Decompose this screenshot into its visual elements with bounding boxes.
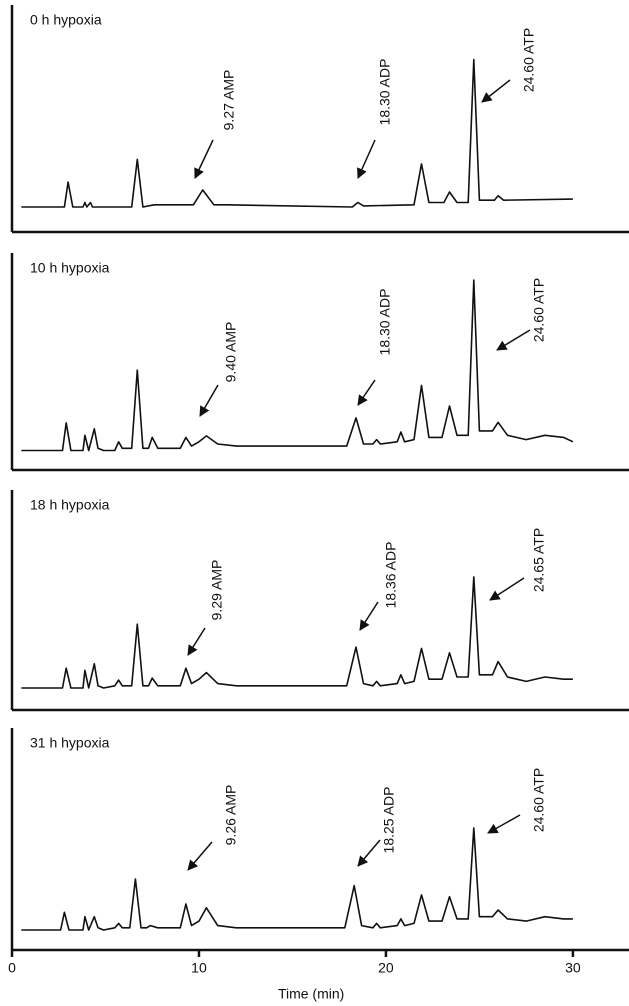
panel-title: 10 h hypoxia bbox=[30, 260, 110, 276]
peak-label: 24.60 ATP bbox=[531, 278, 547, 342]
panel-title: 18 h hypoxia bbox=[30, 497, 110, 513]
peak-arrow bbox=[199, 384, 219, 417]
peak-label: 9.29 AMP bbox=[209, 560, 225, 621]
peak-label: 18.36 ADP bbox=[383, 542, 399, 609]
peak-arrow bbox=[489, 577, 525, 601]
peak-label: 24.65 ATP bbox=[531, 528, 547, 592]
trace bbox=[21, 827, 573, 931]
panel-title: 31 h hypoxia bbox=[30, 735, 110, 751]
peak-label: 24.60 ATP bbox=[521, 28, 537, 92]
trace bbox=[21, 576, 573, 689]
trace bbox=[21, 58, 573, 208]
peak-arrow bbox=[357, 139, 376, 179]
x-axis-title: Time (min) bbox=[278, 986, 344, 1002]
peak-arrow bbox=[359, 601, 379, 631]
peak-label: 24.60 ATP bbox=[531, 768, 547, 832]
peak-label: 18.25 ADP bbox=[381, 787, 397, 854]
peak-arrow bbox=[496, 329, 531, 351]
panel-title: 0 h hypoxia bbox=[30, 12, 102, 28]
peak-arrow bbox=[487, 814, 521, 834]
x-tick-label: 0 bbox=[8, 960, 16, 976]
peak-label: 9.40 AMP bbox=[223, 322, 239, 383]
peak-arrow bbox=[187, 841, 213, 871]
peak-arrow bbox=[357, 839, 381, 867]
peak-arrow bbox=[481, 79, 511, 103]
peak-label: 9.27 AMP bbox=[221, 70, 237, 131]
x-tick-label: 20 bbox=[378, 960, 394, 976]
peak-label: 18.30 ADP bbox=[377, 289, 393, 356]
peak-label: 18.30 ADP bbox=[377, 59, 393, 126]
trace bbox=[21, 279, 574, 452]
peak-arrow bbox=[187, 627, 206, 656]
peak-arrow bbox=[357, 379, 376, 406]
peak-label: 9.26 AMP bbox=[223, 785, 239, 846]
x-tick-label: 10 bbox=[191, 960, 207, 976]
x-tick-label: 30 bbox=[565, 960, 581, 976]
peak-arrow bbox=[194, 139, 214, 179]
